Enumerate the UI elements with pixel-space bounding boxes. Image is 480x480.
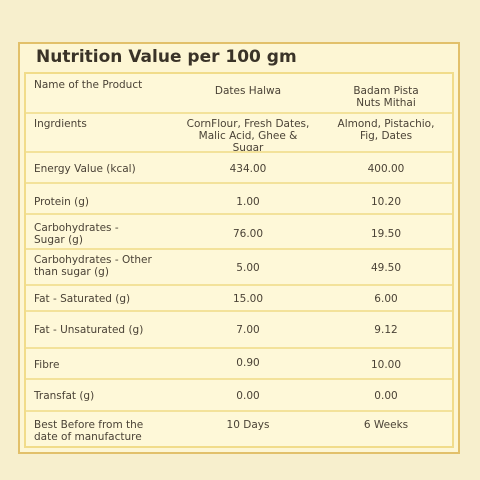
dates-halwa-cell: 15.00	[232, 293, 264, 305]
dates-halwa-cell: 0.90	[236, 357, 260, 369]
table-row: Carbohydrates - Other than sugar (g) 5.0…	[26, 250, 452, 286]
dates-halwa-cell: 7.00	[236, 324, 260, 336]
row-label: Carbohydrates - Sugar (g)	[34, 222, 119, 246]
row-label: Protein (g)	[34, 196, 90, 208]
row-divider	[26, 310, 452, 312]
row-divider	[26, 284, 452, 286]
row-divider	[26, 213, 452, 215]
nutrition-table	[24, 72, 454, 448]
badam-pista-cell: 9.12	[374, 324, 398, 336]
table-row: Protein (g) 1.00 10.20	[26, 184, 452, 215]
badam-pista-cell: 49.50	[370, 262, 402, 274]
row-label: Name of the Product	[34, 79, 143, 91]
row-divider	[26, 112, 452, 114]
badam-pista-cell: 0.00	[374, 390, 398, 402]
row-divider	[26, 248, 452, 250]
table-row: Transfat (g) 0.00 0.00	[26, 380, 452, 412]
dates-halwa-cell: 76.00	[232, 228, 264, 240]
table-row: Best Before from the date of manufacture…	[26, 412, 452, 446]
row-label: Energy Value (kcal)	[34, 163, 136, 175]
row-label: Ingrdients	[34, 118, 87, 130]
dates-halwa-cell: Dates Halwa	[214, 85, 282, 97]
dates-halwa-cell: 5.00	[236, 262, 260, 274]
badam-pista-cell: Almond, Pistachio, Fig, Dates	[337, 118, 435, 142]
table-row: Name of the Product Dates Halwa Badam Pi…	[26, 74, 452, 114]
page-title: Nutrition Value per 100 gm	[36, 47, 297, 67]
badam-pista-cell: 10.20	[370, 196, 402, 208]
table-row: Fat - Unsaturated (g) 7.00 9.12	[26, 312, 452, 349]
badam-pista-cell: 10.00	[370, 359, 402, 371]
dates-halwa-cell: 434.00	[229, 163, 267, 175]
dates-halwa-cell: 0.00	[236, 390, 260, 402]
row-label: Fat - Saturated (g)	[34, 293, 131, 305]
badam-pista-cell: Badam Pista Nuts Mithai	[353, 85, 419, 109]
row-divider	[26, 410, 452, 412]
badam-pista-cell: 6 Weeks	[363, 419, 409, 431]
row-divider	[26, 347, 452, 349]
table-row: Energy Value (kcal) 434.00 400.00	[26, 153, 452, 184]
row-label: Carbohydrates - Other than sugar (g)	[34, 254, 152, 278]
row-divider	[26, 151, 452, 153]
row-label: Fibre	[34, 359, 60, 371]
dates-halwa-cell: 1.00	[236, 196, 260, 208]
dates-halwa-cell: CornFlour, Fresh Dates, Malic Acid, Ghee…	[186, 118, 310, 154]
table-row: Carbohydrates - Sugar (g) 76.00 19.50	[26, 215, 452, 250]
row-label: Transfat (g)	[34, 390, 95, 402]
row-divider	[26, 182, 452, 184]
table-row: Ingrdients CornFlour, Fresh Dates, Malic…	[26, 114, 452, 154]
row-divider	[26, 378, 452, 380]
badam-pista-cell: 400.00	[367, 163, 405, 175]
dates-halwa-cell: 10 Days	[226, 419, 270, 431]
table-row: Fat - Saturated (g) 15.00 6.00	[26, 286, 452, 312]
row-label: Best Before from the date of manufacture	[34, 419, 144, 443]
badam-pista-cell: 6.00	[374, 293, 398, 305]
badam-pista-cell: 19.50	[370, 228, 402, 240]
table-row: Fibre 0.90 10.00	[26, 349, 452, 380]
row-label: Fat - Unsaturated (g)	[34, 324, 144, 336]
